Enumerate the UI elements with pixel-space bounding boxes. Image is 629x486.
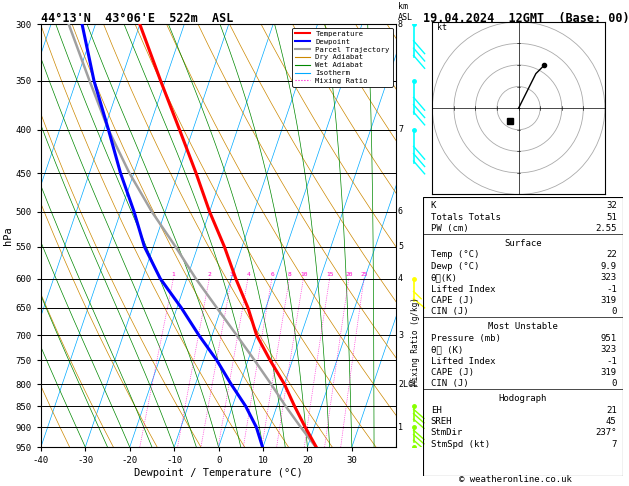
- Text: 319: 319: [601, 368, 616, 377]
- Legend: Temperature, Dewpoint, Parcel Trajectory, Dry Adiabat, Wet Adiabat, Isotherm, Mi: Temperature, Dewpoint, Parcel Trajectory…: [292, 28, 392, 87]
- Text: 237°: 237°: [595, 428, 616, 437]
- Text: Lifted Index: Lifted Index: [431, 357, 495, 365]
- Text: CAPE (J): CAPE (J): [431, 368, 474, 377]
- Text: θᴀ(K): θᴀ(K): [431, 273, 457, 282]
- Text: 3: 3: [398, 330, 403, 340]
- Text: 319: 319: [601, 296, 616, 305]
- Text: Temp (°C): Temp (°C): [431, 250, 479, 260]
- Text: -1: -1: [606, 357, 616, 365]
- Text: 25: 25: [360, 272, 368, 278]
- Text: 45: 45: [606, 417, 616, 426]
- Text: kt: kt: [437, 23, 447, 33]
- Text: Totals Totals: Totals Totals: [431, 213, 501, 222]
- Text: 32: 32: [606, 201, 616, 210]
- Text: 44°13'N  43°06'E  522m  ASL: 44°13'N 43°06'E 522m ASL: [41, 12, 233, 25]
- Text: PW (cm): PW (cm): [431, 224, 469, 233]
- Text: 2.55: 2.55: [595, 224, 616, 233]
- Text: 10: 10: [300, 272, 308, 278]
- Text: CIN (J): CIN (J): [431, 380, 469, 388]
- Text: 1: 1: [398, 423, 403, 432]
- Text: Mixing Ratio (g/kg): Mixing Ratio (g/kg): [411, 297, 420, 385]
- Text: 15: 15: [326, 272, 333, 278]
- Text: 0: 0: [611, 380, 616, 388]
- Text: 6: 6: [270, 272, 274, 278]
- Text: 19.04.2024  12GMT  (Base: 00): 19.04.2024 12GMT (Base: 00): [423, 12, 629, 25]
- Text: 22: 22: [606, 250, 616, 260]
- Text: K: K: [431, 201, 436, 210]
- Text: 2LCL: 2LCL: [398, 380, 418, 389]
- Text: StmSpd (kt): StmSpd (kt): [431, 440, 490, 449]
- Text: SREH: SREH: [431, 417, 452, 426]
- Text: Hodograph: Hodograph: [499, 394, 547, 403]
- Text: 51: 51: [606, 213, 616, 222]
- Text: 323: 323: [601, 273, 616, 282]
- Y-axis label: hPa: hPa: [3, 226, 13, 245]
- Text: 3: 3: [230, 272, 233, 278]
- Text: CIN (J): CIN (J): [431, 308, 469, 316]
- X-axis label: Dewpoint / Temperature (°C): Dewpoint / Temperature (°C): [134, 468, 303, 478]
- Text: CAPE (J): CAPE (J): [431, 296, 474, 305]
- Text: 0: 0: [611, 308, 616, 316]
- Text: 9.9: 9.9: [601, 262, 616, 271]
- Text: 2: 2: [208, 272, 211, 278]
- Text: km
ASL: km ASL: [398, 2, 413, 22]
- Text: Surface: Surface: [504, 239, 542, 248]
- Text: 7: 7: [398, 125, 403, 134]
- Text: 323: 323: [601, 345, 616, 354]
- Text: 1: 1: [172, 272, 175, 278]
- Text: 5: 5: [398, 242, 403, 251]
- Text: 6: 6: [398, 207, 403, 216]
- Text: 951: 951: [601, 334, 616, 343]
- Text: -1: -1: [606, 285, 616, 294]
- Text: Lifted Index: Lifted Index: [431, 285, 495, 294]
- Text: Dewp (°C): Dewp (°C): [431, 262, 479, 271]
- Text: Pressure (mb): Pressure (mb): [431, 334, 501, 343]
- Text: 21: 21: [606, 405, 616, 415]
- Text: 20: 20: [345, 272, 353, 278]
- Text: StmDir: StmDir: [431, 428, 463, 437]
- Text: Most Unstable: Most Unstable: [487, 322, 558, 331]
- Text: 7: 7: [611, 440, 616, 449]
- Text: 8: 8: [398, 20, 403, 29]
- Text: 4: 4: [247, 272, 250, 278]
- Text: © weatheronline.co.uk: © weatheronline.co.uk: [459, 474, 572, 484]
- Text: 8: 8: [287, 272, 291, 278]
- Text: 4: 4: [398, 274, 403, 283]
- Text: θᴀ (K): θᴀ (K): [431, 345, 463, 354]
- Text: EH: EH: [431, 405, 442, 415]
